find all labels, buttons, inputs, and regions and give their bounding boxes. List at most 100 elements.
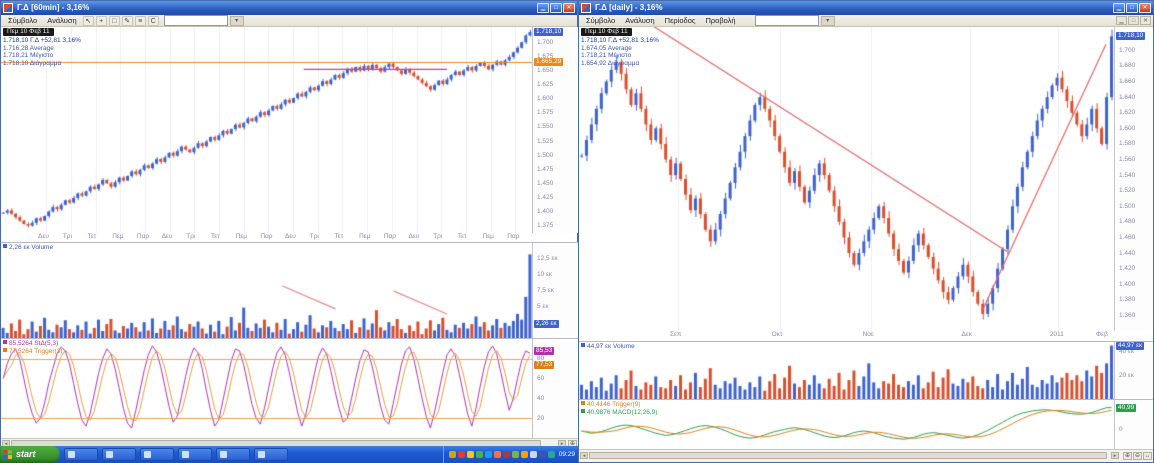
volume-legend-60min: 2,26 εκ Volume — [3, 244, 53, 252]
time-axis-label: Φεβ — [1096, 331, 1108, 338]
axis-tick: 1.400 — [1119, 280, 1136, 288]
mdi-minimize-button[interactable]: ▁ — [1116, 16, 1127, 25]
window-title: Γ.Δ [60min] - 3,16% — [17, 3, 90, 12]
menu-item-περίοδος[interactable]: Περίοδος — [664, 16, 696, 25]
tray-icon-10[interactable] — [529, 451, 537, 458]
tray-icon-9[interactable] — [520, 451, 528, 458]
box-icon[interactable]: □ — [108, 15, 120, 26]
taskbar-window-button-6[interactable] — [254, 448, 288, 461]
time-axis-label: Πεμ — [482, 233, 494, 240]
mdi-close-button[interactable]: ✕ — [1140, 16, 1151, 25]
taskbar: start 09:29 — [0, 446, 578, 463]
search-dropdown-button[interactable]: ▾ — [820, 15, 835, 26]
taskbar-window-button-1[interactable] — [64, 448, 98, 461]
axis-tick: 1.640 — [1119, 93, 1136, 101]
titlebar-daily[interactable]: Γ.Δ [daily] - 3,16% ▁ □ ✕ — [579, 1, 1153, 15]
tray-icon-4[interactable] — [475, 451, 483, 458]
tray-icon-3[interactable] — [466, 451, 474, 458]
macd-canvas-daily[interactable] — [579, 400, 1114, 449]
time-axis-label: Τρι — [433, 233, 443, 240]
zoom-out-button[interactable]: ⊖ — [1133, 452, 1142, 460]
restore-button[interactable]: □ — [550, 3, 562, 13]
taskbar-window-button-3[interactable] — [140, 448, 174, 461]
tray-icon-6[interactable] — [493, 451, 501, 458]
symbol-search-input[interactable] — [754, 15, 819, 26]
zoom-in-button[interactable]: ⊕ — [1123, 452, 1132, 460]
scroll-left-button[interactable]: ◂ — [580, 452, 588, 459]
time-axis-label: Πεμ — [112, 233, 124, 240]
tray-icon-5[interactable] — [484, 451, 492, 458]
time-axis-label: Οκτ — [771, 331, 783, 338]
axis-tick: 60 — [537, 375, 545, 383]
axis-tick: 1.575 — [537, 109, 554, 117]
taskbar-window-button-4[interactable] — [178, 448, 212, 461]
volume-canvas-daily[interactable] — [579, 342, 1114, 399]
symbol-search-input[interactable] — [163, 15, 228, 26]
axis-tick: 1.600 — [1119, 124, 1136, 132]
tray-icon-8[interactable] — [511, 451, 519, 458]
menu-item-ανάλυση[interactable]: Ανάλυση — [625, 16, 655, 25]
menu-item-ανάλυση[interactable]: Ανάλυση — [47, 16, 77, 25]
tray-icon-2[interactable] — [457, 451, 465, 458]
axis-tick: 1.500 — [537, 151, 554, 159]
tray-icon-7[interactable] — [502, 451, 510, 458]
chart-legend-daily: Πεμ 10 Φεβ 11 1.718,10 Γ.Δ +52,81 3,16% … — [581, 28, 659, 67]
taskbar-window-button-2[interactable] — [102, 448, 136, 461]
tray-icon-12[interactable] — [547, 451, 555, 458]
time-axis-label: Παρ — [383, 233, 396, 240]
stochastic-canvas-60min[interactable] — [1, 339, 532, 438]
crosshair-icon[interactable]: + — [95, 15, 107, 26]
menu-item-σύμβολο[interactable]: Σύμβολο — [586, 16, 616, 25]
tray-icon-11[interactable] — [538, 451, 546, 458]
search-dropdown-button[interactable]: ▾ — [229, 15, 244, 26]
price-axis-60min: 1.700 1.675 1.650 1.625 1.600 1.575 1.550 1.525… — [532, 27, 578, 233]
chart-legend-60min: Πεμ 10 Φεβ 11 1.718,10 Γ.Δ +52,81 3,16% … — [3, 28, 81, 67]
macd-axis-daily: 0 40,99 — [1114, 400, 1153, 449]
stochastic-legend-60min: 85,5264 StΔ(5,3) 77,5264 Trigger(3) — [3, 340, 62, 355]
time-axis-label: Τρι — [186, 233, 196, 240]
menu-item-σύμβολο[interactable]: Σύμβολο — [8, 16, 38, 25]
titlebar-60min[interactable]: Γ.Δ [60min] - 3,16% ▁ □ ✕ — [1, 1, 577, 15]
minimize-button[interactable]: ▁ — [537, 3, 549, 13]
axis-tick: 1.560 — [1119, 156, 1136, 163]
candlestick-canvas-60min[interactable] — [1, 27, 532, 233]
price-chip: 1.718,10 — [1116, 32, 1146, 41]
app-icon — [581, 3, 591, 13]
close-button[interactable]: ✕ — [1139, 3, 1151, 13]
cursor-icon[interactable]: ↖ — [82, 15, 94, 26]
price-chip: 2,26 εκ — [534, 319, 559, 328]
mdi-restore-button[interactable]: □ — [1128, 16, 1139, 25]
axis-tick: 1.425 — [537, 193, 554, 201]
volume-canvas-60min[interactable] — [1, 243, 532, 338]
axis-tick: 1.580 — [1119, 140, 1136, 148]
taskbar-window-button-5[interactable] — [216, 448, 250, 461]
tray-icon-1[interactable] — [448, 451, 456, 458]
stochastic-axis-60min: 80 60 40 20 85,53 77,53 — [532, 339, 578, 438]
close-button[interactable]: ✕ — [563, 3, 575, 13]
time-axis-label: Δευ — [408, 233, 420, 240]
axis-tick: 1.620 — [1119, 109, 1136, 117]
axis-tick: 20 εκ — [1119, 371, 1135, 379]
time-axis-label: Παρ — [136, 233, 150, 240]
axis-tick: 1.460 — [1119, 233, 1136, 241]
minimize-button[interactable]: ▁ — [1113, 3, 1125, 13]
taskbar-clock: 09:29 — [558, 451, 575, 458]
chart-icon[interactable]: C — [147, 15, 159, 26]
axis-tick: 1.680 — [1119, 62, 1136, 70]
candlestick-canvas-daily[interactable] — [579, 27, 1114, 331]
axis-tick: 1.675 — [537, 52, 554, 60]
axis-tick: 0 — [1119, 426, 1123, 434]
start-button[interactable]: start — [0, 446, 60, 463]
scroll-thumb[interactable] — [589, 452, 1107, 459]
fit-button[interactable]: ↔ — [1143, 452, 1152, 460]
axis-tick: 1.400 — [537, 208, 554, 216]
axis-tick: 1.500 — [1119, 202, 1136, 210]
pencil-icon[interactable]: ✎ — [121, 15, 133, 26]
restore-button[interactable]: □ — [1126, 3, 1138, 13]
axis-tick: 1.475 — [537, 165, 554, 173]
layers-icon[interactable]: ≡ — [134, 15, 146, 26]
menu-item-προβολή[interactable]: Προβολή — [705, 16, 736, 25]
time-axis-label: Δεκ — [961, 331, 973, 338]
price-chip: 85,53 — [534, 346, 555, 355]
scroll-right-button[interactable]: ▸ — [1111, 452, 1119, 459]
